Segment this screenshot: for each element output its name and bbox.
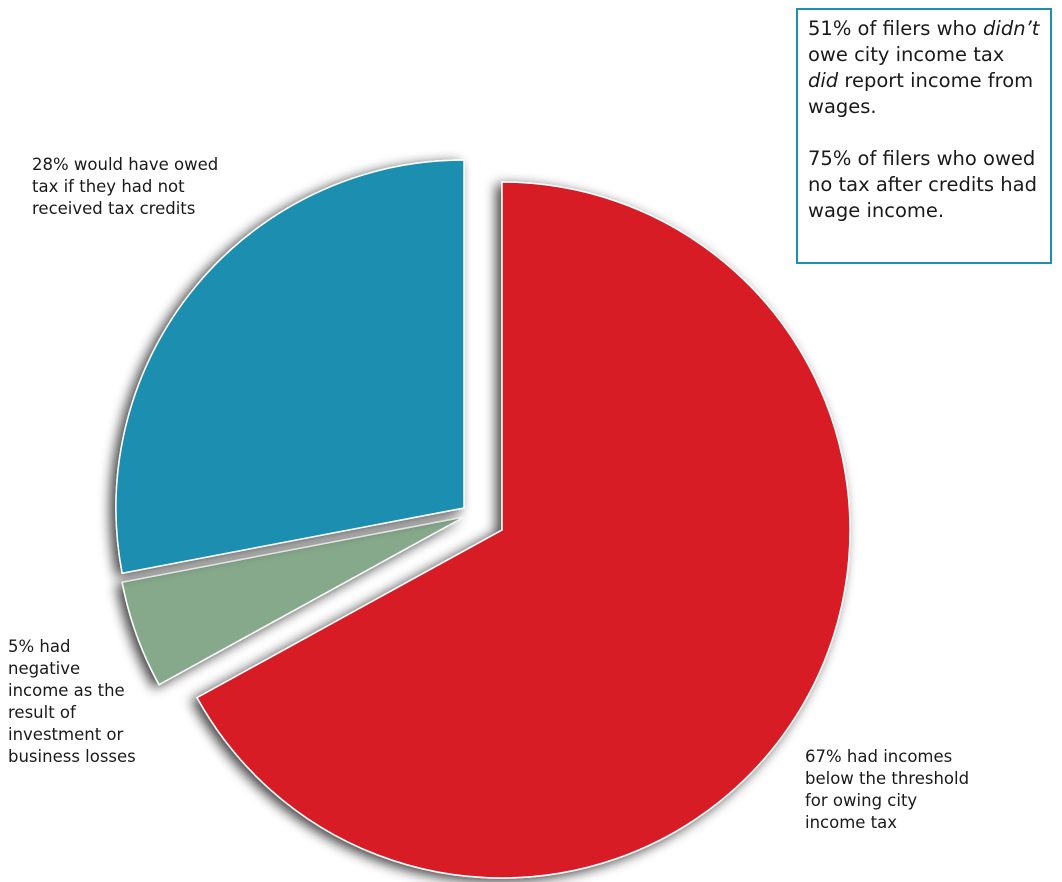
- callout-paragraph-wages: 51% of filers who didn’t owe city income…: [808, 16, 1042, 120]
- slice-label-line: business losses: [8, 747, 136, 766]
- slice-label-negative-income: 5% had negative income as the result of inve…: [8, 636, 168, 768]
- slice-label-line: 5% had: [8, 637, 71, 656]
- slice-label-line: received tax credits: [32, 199, 196, 218]
- slice-label-line: result of: [8, 703, 76, 722]
- slice-label-line: 28% would have owed: [32, 155, 219, 174]
- callout-text: 75% of filers who owed: [808, 147, 1036, 170]
- slice-label-line: income tax: [805, 813, 898, 832]
- slice-label-line: negative: [8, 659, 81, 678]
- callout-text: wages.: [808, 95, 877, 118]
- callout-text: owe city income tax: [808, 43, 1005, 66]
- callout-text: 51% of filers who: [808, 17, 984, 40]
- slice-label-tax-credits: 28% would have owed tax if they had not re…: [32, 154, 252, 220]
- callout-emphasis: did: [808, 69, 839, 92]
- callout-paragraph-credits: 75% of filers who owed no tax after cred…: [808, 146, 1042, 224]
- pie-slice-negative-income: [121, 516, 465, 686]
- pie-slice-below-threshold: [196, 181, 851, 879]
- callout-emphasis: didn’t: [983, 17, 1040, 40]
- slice-label-below-threshold: 67% had incomes below the threshold for ow…: [805, 746, 1005, 834]
- slice-label-line: below the threshold: [805, 769, 970, 788]
- callout-text: wage income.: [808, 199, 945, 222]
- slice-label-line: tax if they had not: [32, 177, 185, 196]
- slice-label-line: investment or: [8, 725, 124, 744]
- slice-label-line: for owing city: [805, 791, 918, 810]
- slice-label-line: income as the: [8, 681, 125, 700]
- pie-slice-tax-credits: [115, 159, 465, 575]
- slice-label-line: 67% had incomes: [805, 747, 953, 766]
- callout-text: no tax after credits had: [808, 173, 1037, 196]
- callout-text: report income from: [838, 69, 1034, 92]
- callout-box: 51% of filers who didn’t owe city income…: [796, 8, 1052, 264]
